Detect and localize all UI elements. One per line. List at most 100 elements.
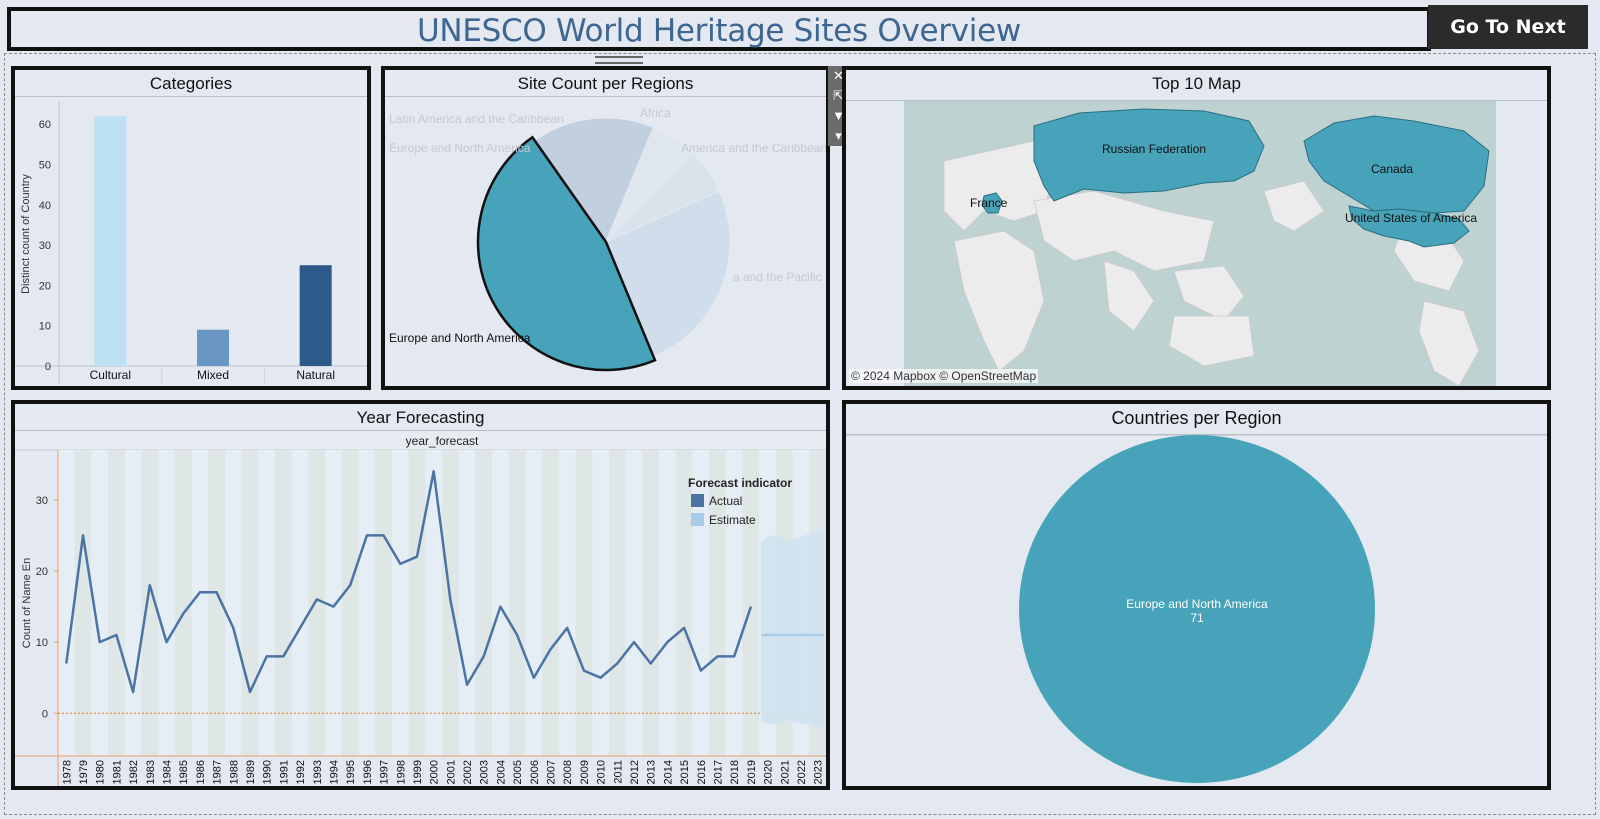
legend-swatch bbox=[691, 513, 704, 526]
pie-label: a and the Pacific bbox=[733, 270, 822, 284]
year-band bbox=[325, 450, 342, 756]
actual-line bbox=[65, 470, 753, 694]
y-tick-label: 30 bbox=[36, 495, 48, 507]
more-options-icon[interactable]: ▾ bbox=[835, 128, 842, 143]
x-tick-label: 2001 bbox=[445, 760, 457, 784]
map-title: Top 10 Map bbox=[846, 70, 1547, 101]
subtitle-band bbox=[15, 432, 826, 450]
y-tick-label: 10 bbox=[36, 637, 48, 649]
year-band bbox=[558, 450, 576, 756]
year-band bbox=[725, 450, 743, 756]
year-band bbox=[675, 450, 693, 756]
x-tick-label: 2021 bbox=[779, 760, 791, 784]
year-band bbox=[208, 450, 225, 756]
canada-shape bbox=[1303, 115, 1490, 214]
map-copyright: © 2024 Mapbox © OpenStreetMap bbox=[849, 369, 1039, 383]
year-band bbox=[91, 450, 109, 756]
x-tick-label: 1984 bbox=[162, 760, 174, 784]
year-band bbox=[258, 450, 276, 756]
map-country-label: Russian Federation bbox=[1102, 142, 1206, 156]
x-tick-label: 1979 bbox=[78, 760, 90, 784]
drag-handle[interactable] bbox=[595, 56, 643, 64]
x-tick-label: 2014 bbox=[662, 760, 674, 784]
x-tick-label: 1998 bbox=[395, 760, 407, 784]
year-band bbox=[408, 450, 426, 756]
year-band bbox=[108, 450, 125, 756]
x-tick-label: 2011 bbox=[612, 760, 624, 784]
year-band bbox=[141, 450, 159, 756]
map-country-label: United States of America bbox=[1345, 211, 1477, 225]
header-bar: UNESCO World Heritage Sites Overview bbox=[7, 7, 1431, 51]
year-band bbox=[575, 450, 593, 756]
close-icon[interactable]: ✕ bbox=[833, 68, 844, 83]
france-shape bbox=[981, 192, 1003, 214]
pie-label: Europe and North America bbox=[389, 331, 531, 345]
pie-label: Latin America and the Caribbean bbox=[389, 112, 564, 126]
legend-swatch bbox=[691, 494, 704, 507]
year-band bbox=[174, 450, 192, 756]
pie-label: Europe and North America bbox=[1126, 597, 1268, 611]
usa-shape bbox=[1348, 205, 1470, 248]
x-tick-label: 2015 bbox=[679, 760, 691, 784]
forecast-subtitle: year_forecast bbox=[406, 434, 479, 448]
x-tick-label: 1986 bbox=[195, 760, 207, 784]
pie-value-label: 71 bbox=[1190, 611, 1204, 625]
countries-per-region-panel[interactable]: Countries per Region Europe and North Am… bbox=[842, 400, 1551, 790]
pie-slice bbox=[534, 117, 655, 244]
year-band bbox=[375, 450, 392, 756]
x-tick-label: 2018 bbox=[729, 760, 741, 784]
y-axis-label: Distinct count of Country bbox=[20, 174, 32, 294]
x-tick-label: 2023 bbox=[813, 760, 825, 784]
year-band bbox=[191, 450, 209, 756]
x-tick-label: 2002 bbox=[462, 760, 474, 784]
x-tick-label: Natural bbox=[296, 368, 335, 382]
pie-label: Europe and North America bbox=[389, 141, 531, 155]
x-tick-label: 1987 bbox=[212, 760, 224, 784]
x-tick-label: 1981 bbox=[111, 760, 123, 784]
x-tick-label: 2003 bbox=[479, 760, 491, 784]
year-band bbox=[542, 450, 559, 756]
legend-title: Forecast indicator bbox=[688, 476, 792, 490]
year-band bbox=[124, 450, 142, 756]
year-band bbox=[508, 450, 526, 756]
x-tick-label: 1983 bbox=[145, 760, 157, 784]
x-tick-label: 1985 bbox=[178, 760, 190, 784]
page-title: UNESCO World Heritage Sites Overview bbox=[417, 13, 1021, 49]
world-map[interactable]: Russian Federation Canada France United … bbox=[904, 101, 1496, 386]
year-band bbox=[642, 450, 660, 756]
year-band bbox=[608, 450, 626, 756]
year-band bbox=[308, 450, 326, 756]
x-tick-label: 1997 bbox=[379, 760, 391, 784]
forecast-title: Year Forecasting bbox=[15, 404, 826, 431]
year-band bbox=[291, 450, 309, 756]
x-tick-label: 1978 bbox=[61, 760, 73, 784]
year-band bbox=[692, 450, 710, 756]
year-band bbox=[391, 450, 409, 756]
popout-icon[interactable]: ⇱ bbox=[833, 88, 844, 103]
categories-panel[interactable]: Categories 0 10 20 30 40 50 60 Distinct count o… bbox=[11, 66, 371, 390]
year-band bbox=[58, 450, 75, 756]
y-tick-label: 50 bbox=[39, 159, 51, 171]
year-band bbox=[625, 450, 643, 756]
go-to-next-button[interactable]: Go To Next bbox=[1428, 5, 1588, 49]
x-tick-label: 2007 bbox=[546, 760, 558, 784]
x-tick-label: 1991 bbox=[278, 760, 290, 784]
site-count-pie-chart: Latin America and the Caribbean Africa Eur… bbox=[389, 106, 826, 372]
site-count-panel[interactable]: Site Count per Regions Latin America and… bbox=[381, 66, 830, 390]
x-tick-label: 1995 bbox=[345, 760, 357, 784]
pie-label: America and the Caribbean bbox=[681, 141, 826, 155]
world-map-svg: Russian Federation Canada France United … bbox=[943, 108, 1490, 386]
x-tick-label: 2008 bbox=[562, 760, 574, 784]
year-band bbox=[425, 450, 442, 756]
year-forecasting-panel[interactable]: Year Forecasting year_forecast 0 10 20 30 Cou… bbox=[11, 400, 830, 790]
year-band bbox=[525, 450, 543, 756]
x-tick-label: 1996 bbox=[362, 760, 374, 784]
x-tick-label: 2013 bbox=[646, 760, 658, 784]
y-axis-label: Count of Name En bbox=[21, 558, 33, 649]
y-tick-label: 30 bbox=[39, 240, 51, 252]
x-tick-label: 2017 bbox=[712, 760, 724, 784]
top10-map-panel[interactable]: Top 10 Map bbox=[842, 66, 1551, 390]
year-band bbox=[358, 450, 376, 756]
filter-icon[interactable]: ▼ bbox=[832, 108, 845, 123]
